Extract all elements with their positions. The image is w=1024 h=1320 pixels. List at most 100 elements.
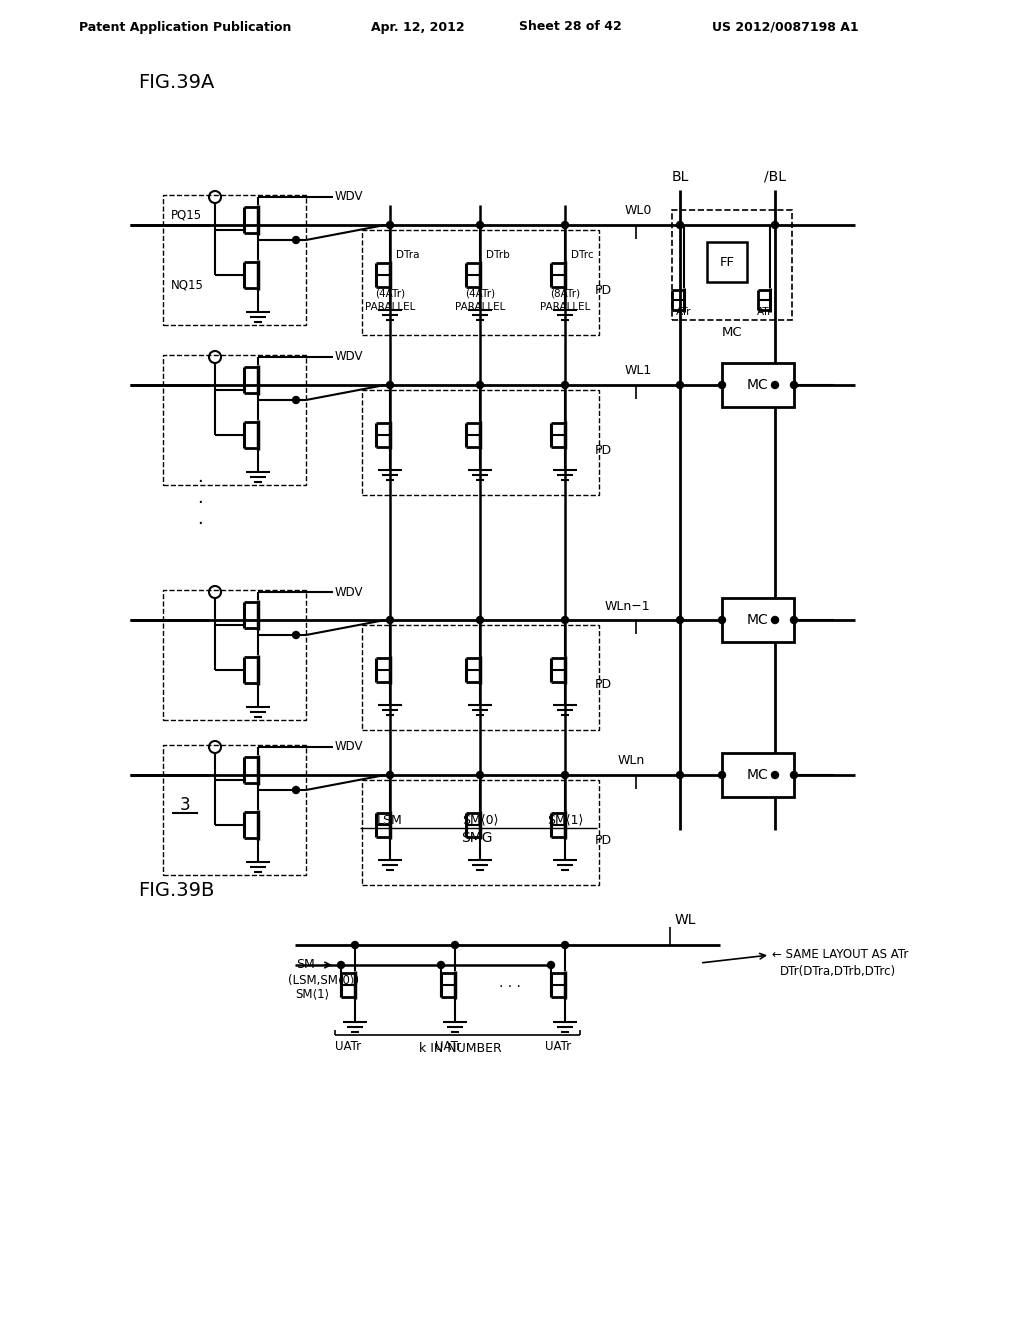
Text: ← SAME LAYOUT AS ATr: ← SAME LAYOUT AS ATr (772, 949, 908, 961)
Text: (LSM,SM⟨0⟩): (LSM,SM⟨0⟩) (288, 974, 359, 986)
Text: FIG.39A: FIG.39A (138, 73, 214, 91)
Text: SM⟨1⟩: SM⟨1⟩ (547, 813, 584, 826)
Text: SM⟨0⟩: SM⟨0⟩ (462, 813, 499, 826)
Text: DTra: DTra (396, 249, 420, 260)
Text: MC: MC (748, 612, 769, 627)
Text: k IN NUMBER: k IN NUMBER (419, 1041, 502, 1055)
Circle shape (293, 631, 299, 639)
Text: ATr: ATr (676, 308, 692, 317)
Text: UATr: UATr (335, 1040, 361, 1053)
Circle shape (437, 961, 444, 969)
Text: PARALLEL: PARALLEL (455, 302, 505, 312)
Text: WL1: WL1 (625, 364, 652, 378)
Circle shape (561, 381, 568, 388)
Circle shape (293, 236, 299, 243)
Text: PQ15: PQ15 (171, 209, 202, 222)
Text: (8ATr): (8ATr) (550, 288, 580, 298)
Circle shape (677, 771, 683, 779)
Circle shape (561, 616, 568, 623)
Text: SMG: SMG (461, 832, 493, 845)
Circle shape (476, 616, 483, 623)
Text: PD: PD (595, 678, 612, 692)
Bar (362, 624, 599, 730)
Text: (4ATr): (4ATr) (465, 288, 495, 298)
Circle shape (719, 616, 725, 623)
Text: SM⟨1⟩: SM⟨1⟩ (295, 987, 330, 1001)
Text: ·
·
·: · · · (198, 473, 203, 533)
Text: PARALLEL: PARALLEL (540, 302, 590, 312)
Text: PD: PD (595, 833, 612, 846)
Bar (362, 389, 599, 495)
Circle shape (386, 616, 393, 623)
Text: PD: PD (595, 444, 612, 457)
Circle shape (677, 222, 683, 228)
Text: WLn−1: WLn−1 (605, 599, 650, 612)
Circle shape (719, 381, 725, 388)
Bar (163, 355, 306, 484)
Bar (672, 210, 792, 319)
Text: WDV: WDV (335, 351, 364, 363)
Circle shape (386, 222, 393, 228)
Circle shape (771, 616, 778, 623)
Text: FF: FF (720, 256, 734, 268)
Circle shape (338, 961, 344, 969)
Circle shape (677, 616, 683, 623)
Text: PARALLEL: PARALLEL (365, 302, 415, 312)
Text: WL: WL (675, 913, 696, 927)
Circle shape (293, 396, 299, 404)
Text: DTr(DTra,DTrb,DTrc): DTr(DTra,DTrb,DTrc) (780, 965, 896, 978)
Circle shape (719, 771, 725, 779)
Circle shape (561, 222, 568, 228)
Text: /BL: /BL (764, 170, 786, 183)
Bar (722, 752, 794, 797)
Bar (722, 598, 794, 642)
Text: WDV: WDV (335, 586, 364, 598)
Text: MC: MC (722, 326, 742, 338)
Text: . . .: . . . (499, 975, 521, 990)
Text: FIG.39B: FIG.39B (138, 880, 214, 899)
Bar (163, 590, 306, 719)
Circle shape (386, 771, 393, 779)
Text: MC: MC (748, 378, 769, 392)
Text: DTrb: DTrb (486, 249, 510, 260)
Text: 3: 3 (179, 796, 190, 814)
Circle shape (771, 381, 778, 388)
Text: ATr: ATr (758, 308, 773, 317)
Bar (163, 744, 306, 875)
Circle shape (561, 941, 568, 949)
Circle shape (771, 771, 778, 779)
Text: (4ATr): (4ATr) (375, 288, 406, 298)
Text: WDV: WDV (335, 741, 364, 754)
Circle shape (476, 222, 483, 228)
Text: UATr: UATr (545, 1040, 571, 1053)
Text: BL: BL (672, 170, 689, 183)
Circle shape (293, 787, 299, 793)
Circle shape (791, 616, 798, 623)
Text: Sheet 28 of 42: Sheet 28 of 42 (518, 21, 622, 33)
Text: PD: PD (595, 284, 612, 297)
Text: Apr. 12, 2012: Apr. 12, 2012 (371, 21, 465, 33)
Text: DTrc: DTrc (571, 249, 594, 260)
Circle shape (561, 771, 568, 779)
Text: SM: SM (296, 958, 315, 972)
Text: NQ15: NQ15 (171, 279, 204, 292)
Circle shape (476, 771, 483, 779)
Circle shape (452, 941, 459, 949)
Text: Patent Application Publication: Patent Application Publication (79, 21, 291, 33)
Text: US 2012/0087198 A1: US 2012/0087198 A1 (712, 21, 858, 33)
Text: WDV: WDV (335, 190, 364, 203)
Text: UATr: UATr (435, 1040, 461, 1053)
Circle shape (548, 961, 555, 969)
Text: MC: MC (748, 768, 769, 781)
Circle shape (677, 381, 683, 388)
Text: WL0: WL0 (625, 205, 652, 218)
Circle shape (351, 941, 358, 949)
Circle shape (791, 771, 798, 779)
Bar (362, 230, 599, 335)
Circle shape (791, 381, 798, 388)
Circle shape (771, 222, 778, 228)
Circle shape (386, 381, 393, 388)
Bar (362, 780, 599, 884)
Circle shape (476, 381, 483, 388)
Bar (707, 242, 746, 282)
